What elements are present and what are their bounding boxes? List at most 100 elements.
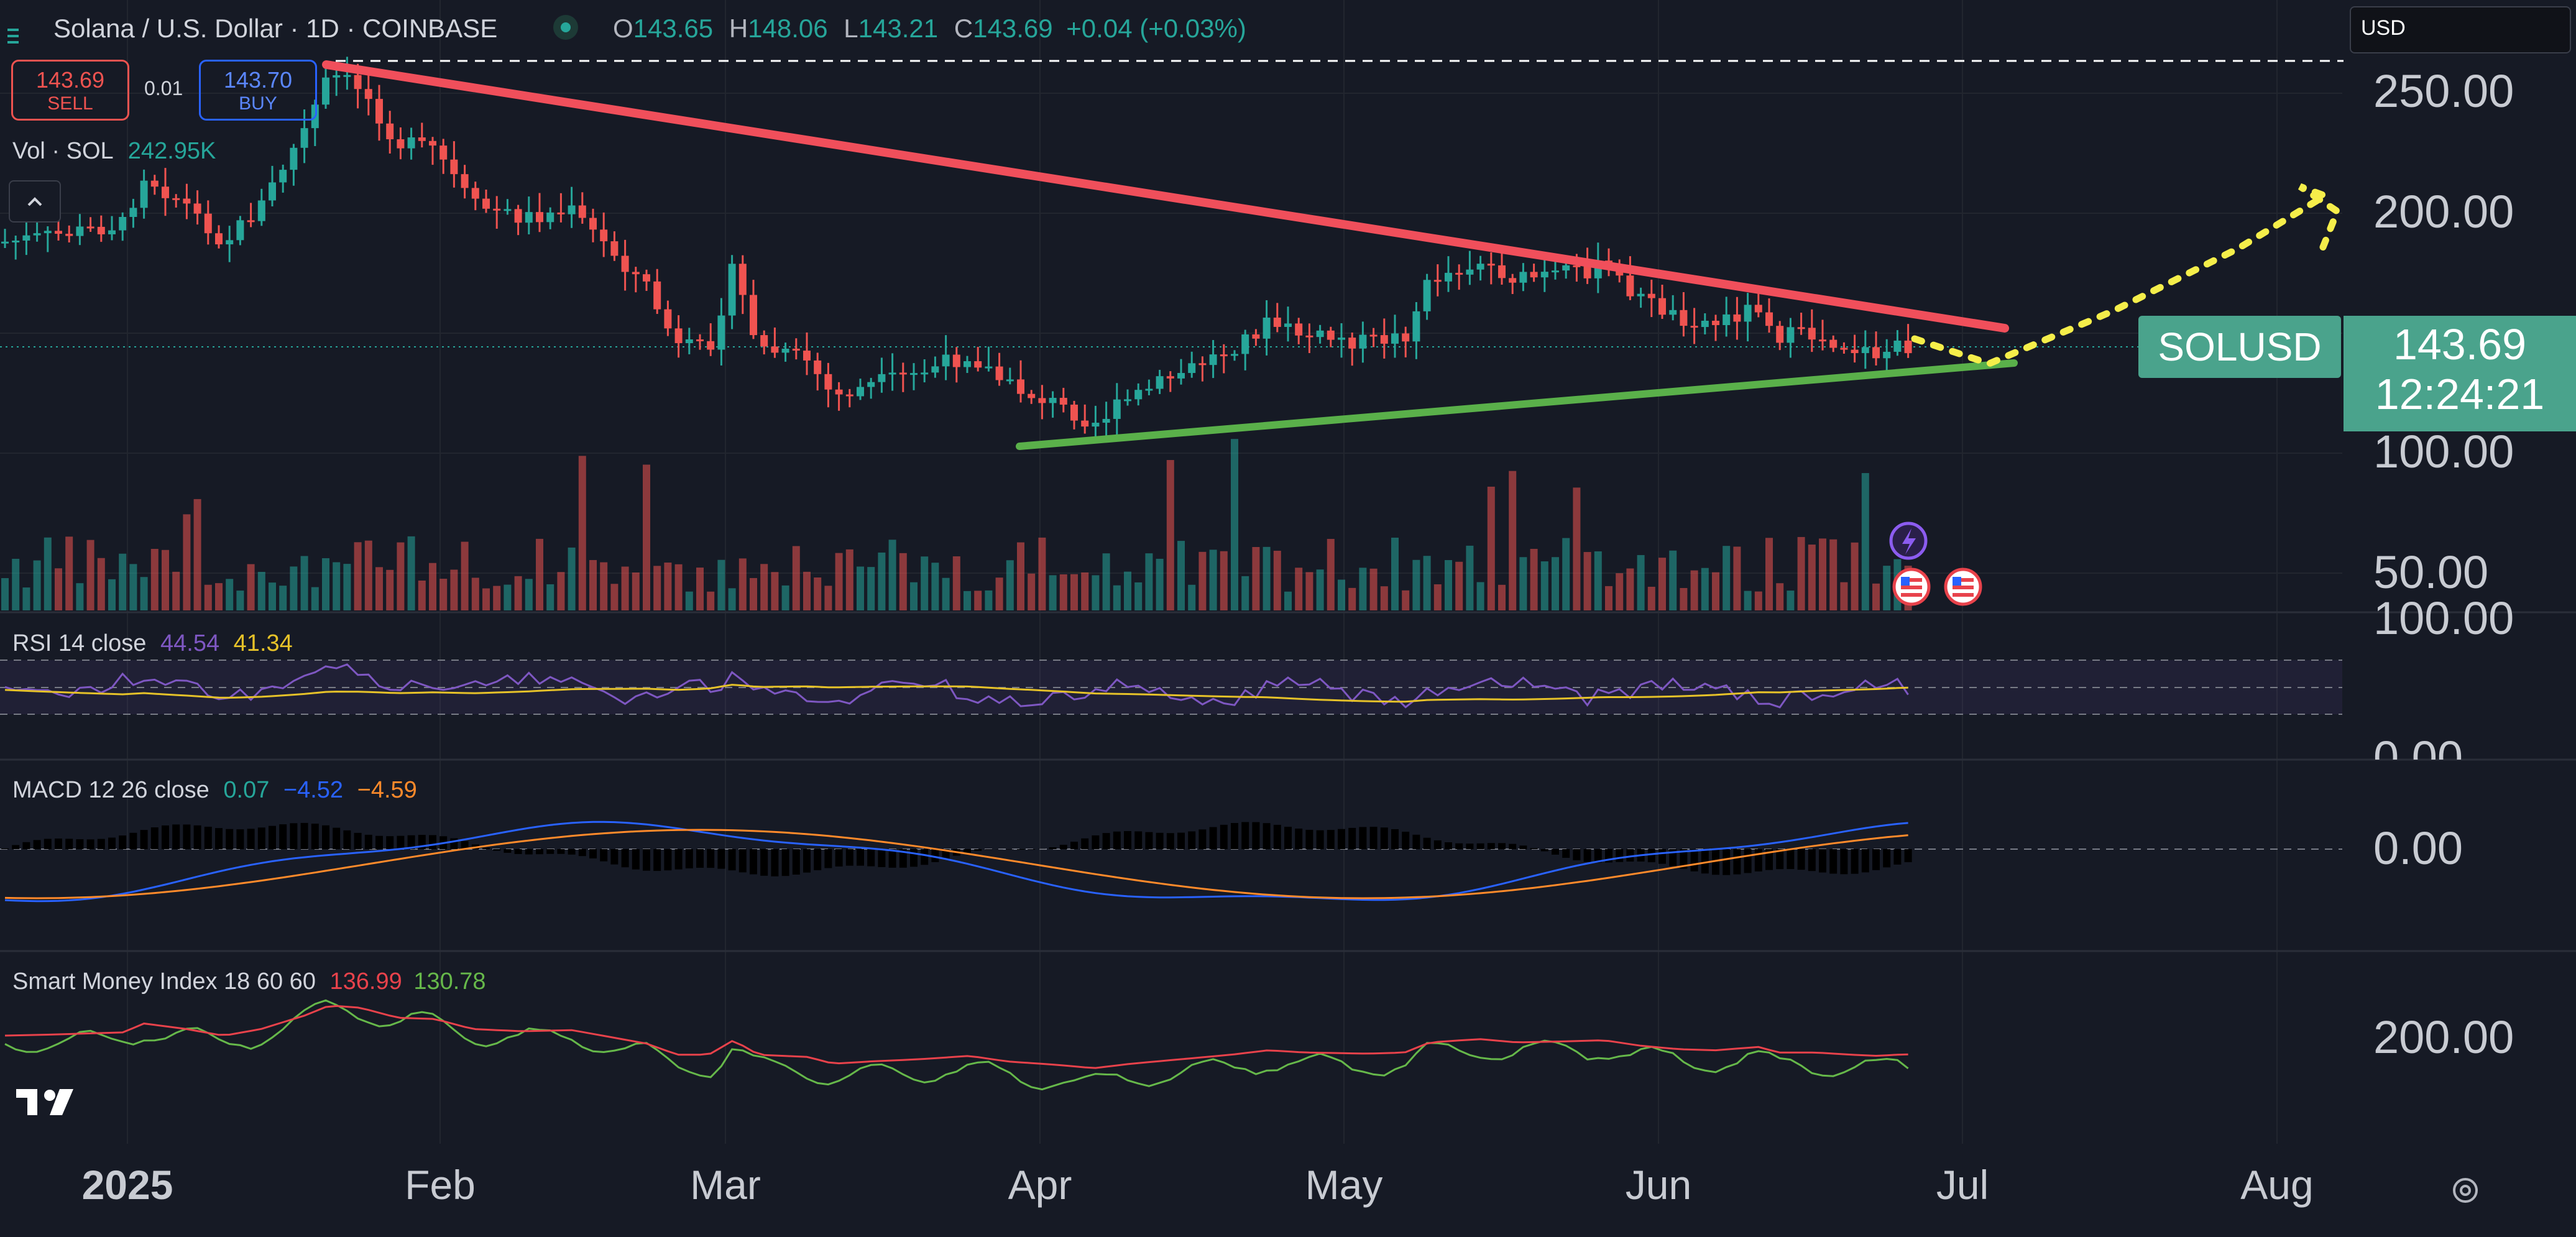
candle-body (269, 182, 276, 201)
macd-histogram-bar (1733, 849, 1741, 875)
support-trendline[interactable] (1016, 359, 2018, 450)
volume-bar (1498, 584, 1506, 610)
buy-button[interactable]: 143.70 BUY (199, 60, 317, 121)
volume-bar (439, 579, 448, 610)
candle-body (1263, 317, 1271, 339)
volume-bar (1295, 568, 1303, 610)
candle-body (65, 234, 73, 236)
macd-histogram-bar (1348, 827, 1356, 849)
volume-bar (578, 456, 586, 610)
candle-body (1070, 404, 1078, 421)
macd-histogram-bar (643, 849, 650, 871)
us-flag-icon[interactable] (1892, 568, 1931, 606)
tradingview-logo-icon[interactable] (16, 1089, 73, 1115)
macd-histogram-bar (236, 829, 244, 849)
candle-body (867, 382, 875, 387)
volume-bar (1177, 541, 1185, 610)
volume-bar (1466, 545, 1474, 610)
volume-bar (33, 560, 41, 610)
candle-body (664, 309, 672, 329)
volume-bar (1808, 545, 1816, 610)
macd-histogram-bar (621, 849, 629, 868)
us-flag-icon[interactable] (1944, 568, 1982, 606)
macd-histogram-bar (429, 835, 436, 849)
volume-bar (942, 577, 950, 610)
lightning-icon[interactable] (1889, 522, 1928, 560)
volume-bar (183, 514, 191, 610)
macd-histogram-bar (536, 849, 543, 855)
macd-legend[interactable]: MACD 12 26 close 0.07 −4.52 −4.59 (12, 777, 417, 803)
candle-body (1723, 314, 1731, 326)
macd-histogram-bar (1851, 849, 1859, 874)
volume-bar (172, 571, 180, 610)
candle-body (333, 75, 341, 78)
candle-body (899, 372, 907, 375)
macd-histogram-bar (1519, 845, 1527, 849)
volume-bar (140, 577, 148, 610)
candle-body (1327, 330, 1335, 340)
macd-histogram-bar (461, 841, 469, 849)
macd-histogram-bar (921, 849, 929, 865)
collapse-button[interactable] (9, 180, 61, 223)
macd-histogram-bar (397, 835, 405, 849)
macd-histogram-bar (696, 849, 704, 868)
volume-bar (1338, 579, 1345, 610)
currency-select[interactable]: USD (2350, 6, 2571, 53)
candle-body (1188, 363, 1196, 374)
candle-body (1733, 314, 1741, 322)
candle-body (1209, 354, 1217, 366)
macd-histogram-bar (707, 849, 715, 868)
candle-body (1690, 326, 1698, 328)
candle-body (236, 220, 244, 241)
volume-bar (781, 585, 789, 610)
projection-path[interactable] (1911, 183, 2342, 367)
volume-bar (589, 559, 597, 610)
buy-label: BUY (239, 93, 277, 114)
macd-histogram-bar (1498, 843, 1506, 849)
macd-histogram-bar (1273, 824, 1281, 849)
volume-bar (65, 536, 73, 610)
gear-icon[interactable] (2453, 1178, 2478, 1203)
volume-bar (300, 556, 308, 610)
volume-bar (707, 591, 715, 610)
volume-bar (364, 540, 372, 610)
rsi-legend[interactable]: RSI 14 close 44.54 41.34 (12, 630, 293, 656)
macd-histogram-bar (878, 849, 886, 867)
macd-histogram-bar (824, 849, 832, 868)
macd-histogram-bar (162, 825, 169, 849)
symbol-title[interactable]: Solana / U.S. Dollar · 1D · COINBASE (53, 14, 498, 43)
volume-bar (1412, 559, 1420, 610)
macd-histogram-bar (1626, 849, 1634, 862)
candle-body (1134, 390, 1143, 400)
macd-histogram-bar (525, 849, 533, 855)
candle-body (1295, 323, 1303, 336)
candle-body (1198, 363, 1207, 366)
volume-bar (1145, 553, 1153, 610)
candle-body (1113, 399, 1121, 419)
volume-bar (1305, 572, 1313, 610)
candle-body (760, 335, 768, 347)
smi-legend[interactable]: Smart Money Index 18 60 60 136.99 130.78 (12, 968, 486, 995)
macd-histogram-bar (578, 849, 586, 857)
macd-histogram-bar (1787, 849, 1795, 870)
resistance-trendline[interactable] (322, 60, 2009, 333)
hamburger-icon[interactable] (7, 14, 19, 44)
macd-histogram-bar (974, 849, 982, 851)
volume-bar (1861, 473, 1869, 610)
macd-histogram-bar (86, 839, 94, 849)
volume-bar (1765, 538, 1773, 610)
macd-histogram-bar (247, 829, 255, 849)
volume-bar (162, 550, 169, 610)
macd-histogram-bar (546, 849, 554, 854)
sell-button[interactable]: 143.69 SELL (11, 60, 129, 121)
candle-body (1402, 333, 1410, 342)
candle-body (857, 387, 864, 397)
volume-bar (354, 542, 362, 610)
candle-body (22, 235, 30, 241)
volume-legend[interactable]: Vol · SOL 242.95K (12, 138, 216, 164)
candle-body (578, 205, 586, 218)
volume-bar (632, 572, 640, 610)
volume-bar (1605, 586, 1612, 610)
